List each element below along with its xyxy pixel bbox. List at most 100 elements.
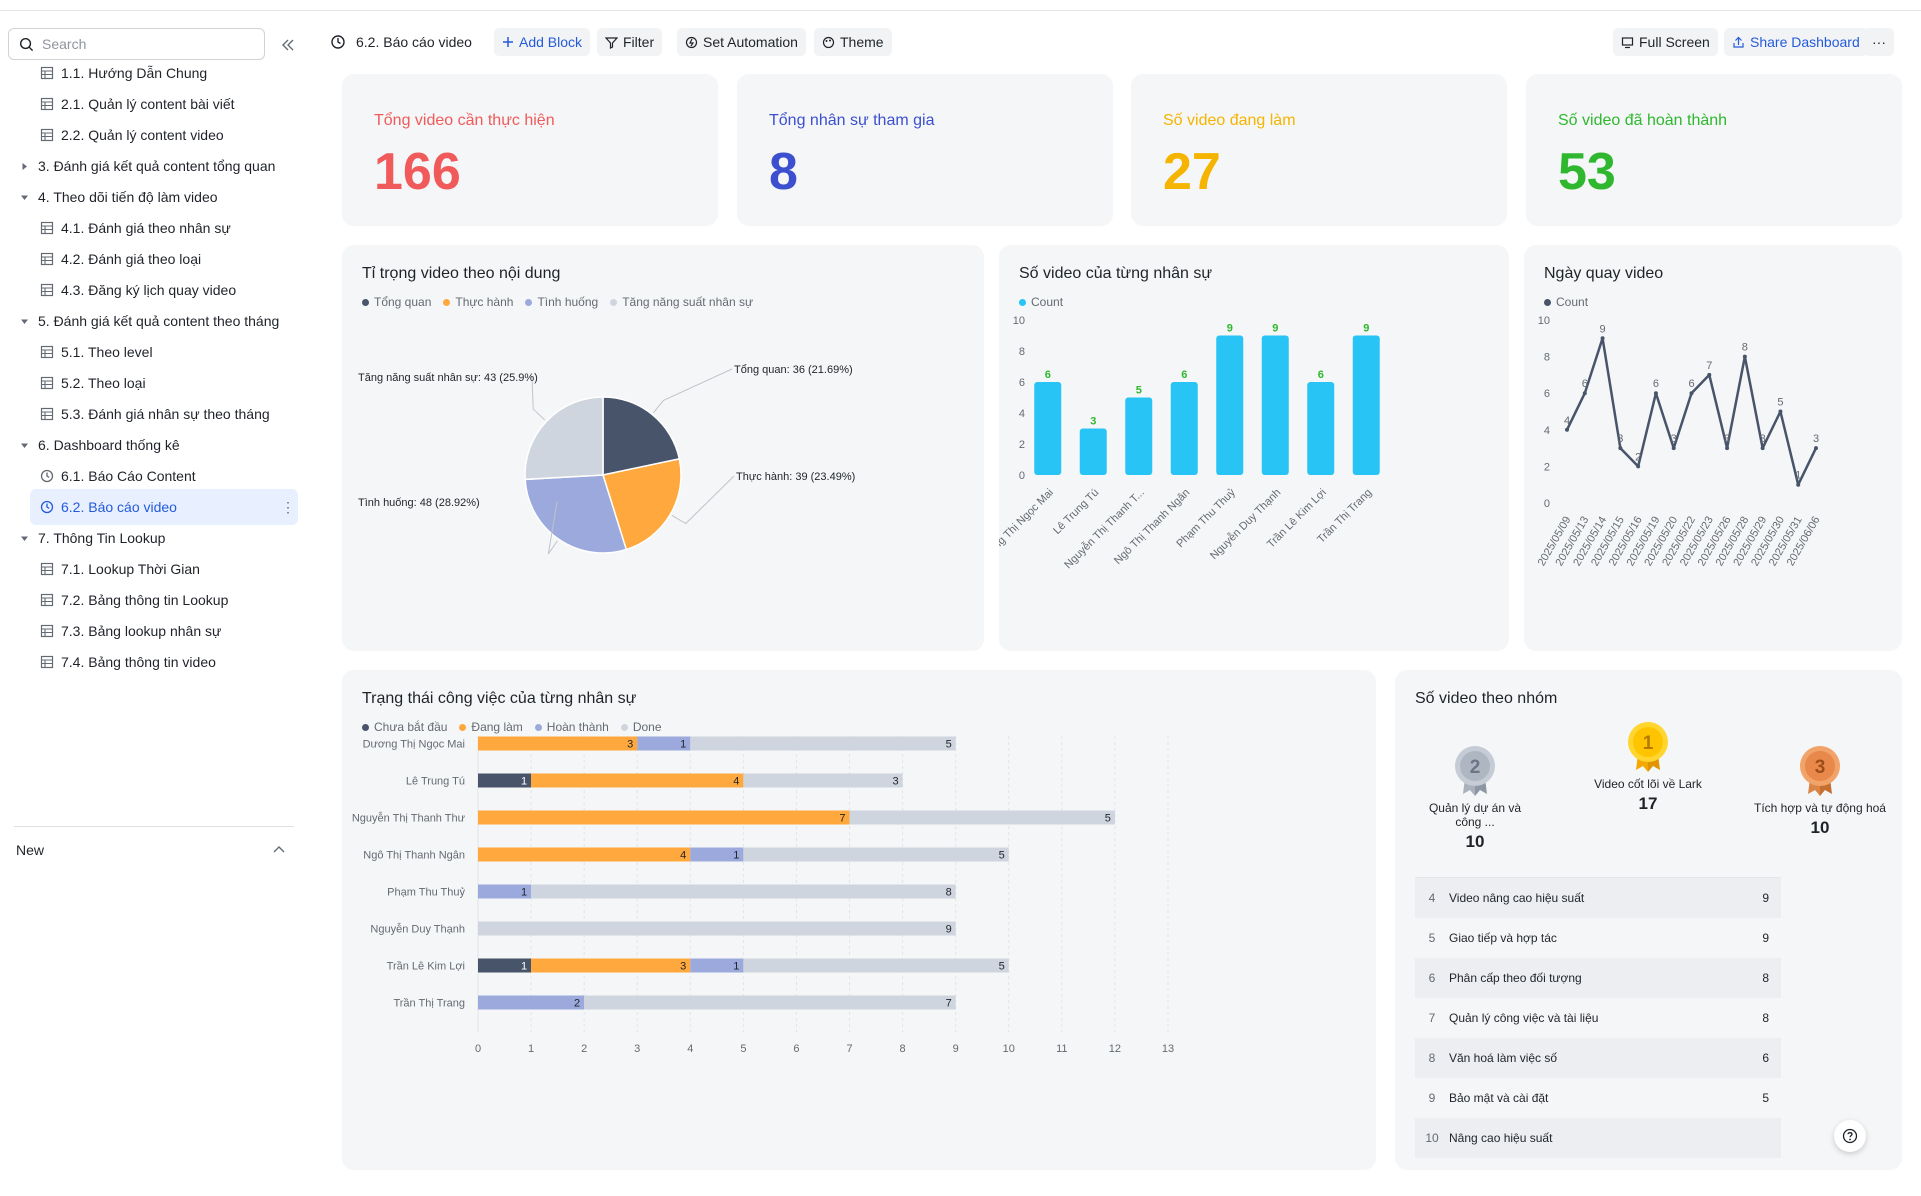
stack-segment[interactable] [478,995,585,1010]
ranking-row[interactable]: 10 Nâng cao hiệu suất [1415,1118,1781,1158]
sidebar-item[interactable]: 4.3. Đăng ký lịch quay video [0,272,300,308]
kpi-card-completed[interactable]: Số video đã hoàn thành 53 [1526,74,1902,226]
line-point[interactable] [1725,446,1730,451]
medal-rank-2[interactable]: 2 Quản lý dự án và công ... 10 [1415,742,1535,852]
sidebar-item[interactable]: 7.2. Bảng thông tin Lookup [0,582,300,618]
caret-right-icon[interactable] [19,161,29,171]
sidebar-item[interactable]: 6. Dashboard thống kê [0,427,300,463]
sidebar-item[interactable]: 5.2. Theo loại [0,365,300,401]
bar-chart-card[interactable]: Số video của từng nhân sự Count 0 2 4 6 8 10 6… [999,245,1509,651]
medal-rank-1[interactable]: 1 Video cốt lõi về Lark 17 [1573,718,1723,814]
full-screen-button[interactable]: Full Screen [1613,28,1718,56]
caret-down-icon[interactable] [19,192,29,202]
stack-segment[interactable] [531,884,956,899]
group-ranking-card[interactable]: Số video theo nhóm 2 Quản lý dự án và cô… [1395,670,1902,1170]
sidebar-item[interactable]: 6.2. Báo cáo video ⋮ [0,489,300,525]
line-point[interactable] [1565,427,1569,432]
bar[interactable] [1307,382,1335,475]
ranking-row[interactable]: 4 Video nâng cao hiệu suất 9 [1415,878,1781,918]
medal-rank-3[interactable]: 3 Tích hợp và tự động hoá 10 [1745,742,1895,838]
sidebar-item[interactable]: 7. Thông Tin Lookup [0,520,300,556]
line-point[interactable] [1742,354,1747,359]
legend-item[interactable]: Count [1544,295,1588,309]
legend-item[interactable]: Tăng năng suất nhân sự [610,295,753,309]
line-point[interactable] [1814,446,1818,451]
help-button[interactable] [1834,1120,1866,1152]
bar[interactable] [1216,335,1244,476]
stack-segment[interactable] [743,847,1009,862]
stack-segment[interactable] [531,773,744,788]
sidebar-item[interactable]: 3. Đánh giá kết quả content tổng quan [0,148,300,184]
legend-item[interactable]: Thực hành [443,295,513,309]
stack-segment[interactable] [743,773,903,788]
line-point[interactable] [1707,372,1712,377]
sidebar-item[interactable]: 2.2. Quản lý content video [0,117,300,153]
stack-segment[interactable] [478,810,850,825]
filter-button[interactable]: Filter [597,28,663,56]
collapse-sidebar-icon[interactable] [278,35,298,55]
line-point[interactable] [1618,446,1623,451]
line-point[interactable] [1636,464,1641,469]
legend-item[interactable]: Chưa bắt đầu [362,720,447,734]
theme-button[interactable]: Theme [814,28,892,56]
line-chart-card[interactable]: Ngày quay video Count 0 2 4 6 8 10 4 6 9 3 2 6 3 6 7 3 8… [1524,245,1902,651]
caret-down-icon[interactable] [19,440,29,450]
stack-segment[interactable] [478,921,956,936]
ranking-row[interactable]: 7 Quản lý công việc và tài liệu 8 [1415,998,1781,1038]
line-point[interactable] [1582,391,1587,396]
sidebar-item[interactable]: 7.4. Bảng thông tin video [0,644,300,680]
add-block-button[interactable]: Add Block [494,28,591,56]
line-point[interactable] [1689,391,1694,396]
stack-segment[interactable] [690,958,744,973]
new-section[interactable]: New [16,840,286,860]
sidebar-item[interactable]: 7.1. Lookup Thời Gian [0,551,300,587]
sidebar-item[interactable]: 2.1. Quản lý content bài viết [0,86,300,122]
stack-segment[interactable] [690,736,956,751]
pie-slice[interactable] [602,396,681,476]
legend-item[interactable]: Count [1019,295,1063,309]
ranking-row[interactable]: 9 Bảo mật và cài đặt 5 [1415,1078,1781,1118]
legend-item[interactable]: Hoàn thành [534,720,609,734]
more-options-button[interactable]: ··· [1864,28,1894,56]
stack-segment[interactable] [478,958,532,973]
bar[interactable] [1261,335,1289,476]
stack-segment[interactable] [743,958,1009,973]
sidebar-item[interactable]: 4.1. Đánh giá theo nhân sự [0,210,300,246]
legend-item[interactable]: Tổng quan [362,295,431,309]
stack-segment[interactable] [531,958,691,973]
sidebar-item[interactable]: 5.1. Theo level [0,334,300,370]
line-point[interactable] [1760,446,1765,451]
ranking-row[interactable]: 5 Giao tiếp và hợp tác 9 [1415,918,1781,958]
search-input[interactable]: Search [8,28,265,60]
line-point[interactable] [1796,482,1801,487]
stack-segment[interactable] [584,995,956,1010]
kpi-card-total-videos[interactable]: Tổng video cần thực hiện 166 [342,74,718,226]
bar[interactable] [1170,382,1198,475]
line-point[interactable] [1778,409,1783,414]
legend-item[interactable]: Đang làm [459,720,523,734]
status-chart-card[interactable]: Trạng thái công việc của từng nhân sự Ch… [342,670,1376,1170]
set-automation-button[interactable]: Set Automation [677,28,806,56]
bar[interactable] [1079,428,1107,476]
line-point[interactable] [1671,446,1676,451]
stack-segment[interactable] [478,773,532,788]
pie-slice[interactable] [602,457,682,551]
pie-slice[interactable] [524,474,628,554]
bar[interactable] [1034,382,1062,475]
share-dashboard-button[interactable]: Share Dashboard [1724,28,1868,56]
sidebar-item[interactable]: 6.1. Báo Cáo Content [0,458,300,494]
caret-down-icon[interactable] [19,533,29,543]
pie-chart-card[interactable]: Tỉ trọng video theo nội dung Tổng quan T… [342,245,984,651]
stack-segment[interactable] [478,847,691,862]
sidebar-item[interactable]: 4.2. Đánh giá theo loại [0,241,300,277]
ranking-row[interactable]: 6 Phân cấp theo đối tượng 8 [1415,958,1781,998]
more-vertical-icon[interactable]: ⋮ [281,498,295,515]
stack-segment[interactable] [478,736,638,751]
sidebar-item[interactable]: 5.3. Đánh giá nhân sự theo tháng [0,396,300,432]
kpi-card-in-progress[interactable]: Số video đang làm 27 [1131,74,1507,226]
chevron-up-icon[interactable] [272,843,286,857]
line-point[interactable] [1600,336,1605,341]
sidebar-item[interactable]: 1.1. Hướng Dẫn Chung [0,55,300,91]
legend-item[interactable]: Tình huống [525,295,598,309]
bar[interactable] [1352,335,1380,476]
